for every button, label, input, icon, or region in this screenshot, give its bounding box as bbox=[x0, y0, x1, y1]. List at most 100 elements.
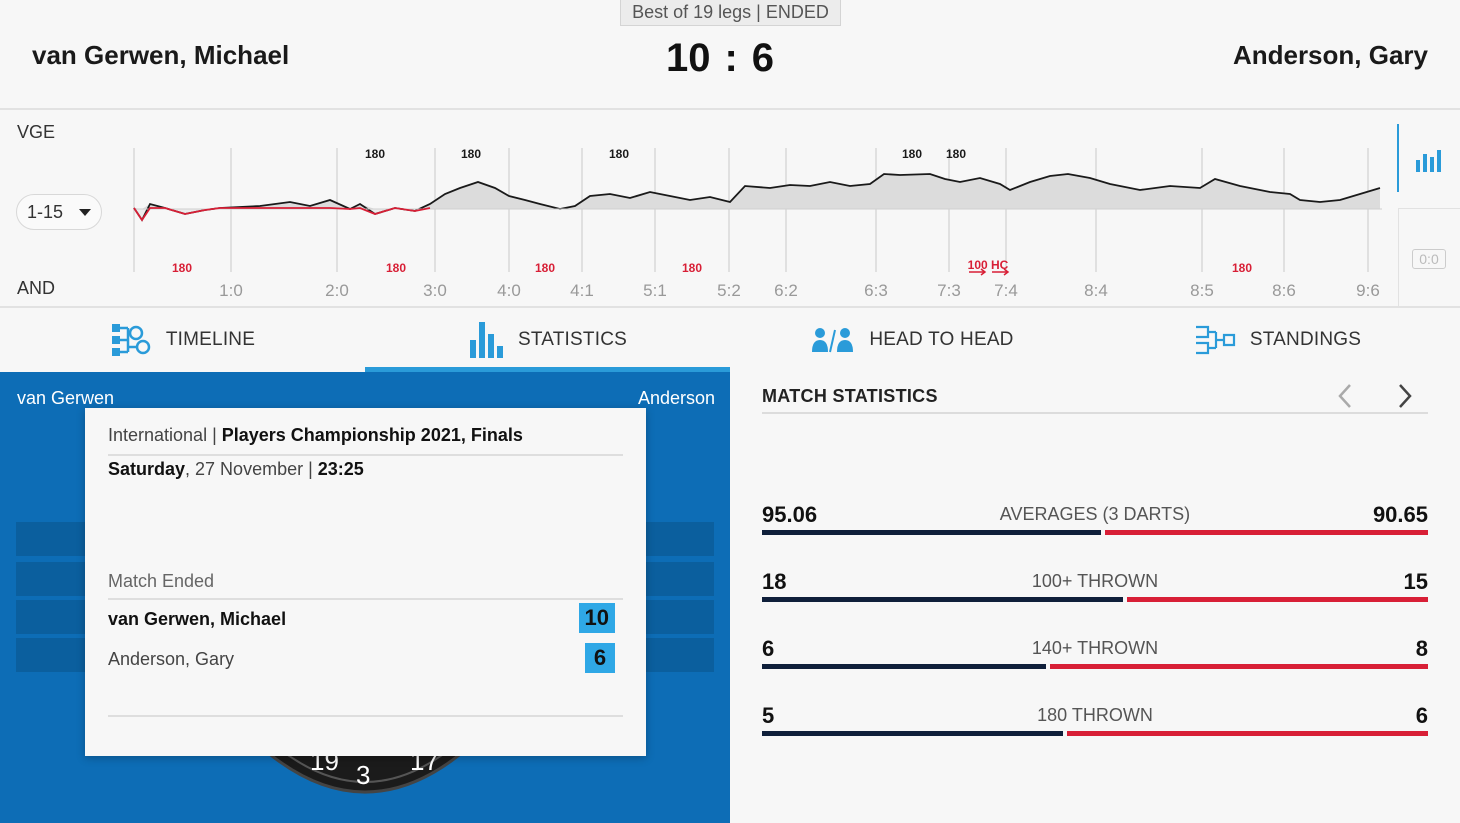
stat-away-value: 15 bbox=[1403, 569, 1428, 594]
stat-home-value: 6 bbox=[762, 636, 775, 661]
home-momentum-area bbox=[134, 174, 1380, 209]
leg-tick-label: 4:1 bbox=[570, 281, 594, 300]
home-score: 10 bbox=[665, 36, 711, 80]
leg-tick-label: 5:2 bbox=[717, 281, 741, 300]
leg-tick-label: 8:6 bbox=[1272, 281, 1296, 300]
result-home-name[interactable]: van Gerwen, Michael bbox=[108, 609, 287, 629]
away-checkout-marker: 100 HC bbox=[968, 258, 1009, 272]
away-180-marker: 180 bbox=[172, 261, 192, 275]
leg-tick-label: 6:3 bbox=[864, 281, 888, 300]
leg-tick-label: 1:0 bbox=[219, 281, 243, 300]
home-180-marker: 180 bbox=[902, 147, 922, 161]
stat-away-value: 8 bbox=[1415, 636, 1428, 661]
leg-range-select[interactable]: 1-15 bbox=[16, 194, 102, 230]
leg-tick-label: 9:6 bbox=[1356, 281, 1380, 300]
home-180-marker: 180 bbox=[946, 147, 966, 161]
away-180-marker: 180 bbox=[535, 261, 555, 275]
tab-statistics[interactable]: STATISTICS bbox=[365, 310, 730, 372]
momentum-chart: 1:0 2:0 3:0 4:0 4:1 5:1 5:2 6:2 6:3 7:3 7:4 8:4 8:5 8… bbox=[133, 147, 1382, 300]
result-home-score: 10 bbox=[578, 603, 615, 633]
tab-standings[interactable]: STANDINGS bbox=[1095, 310, 1460, 370]
away-180-marker: 180 bbox=[682, 261, 702, 275]
board-away-name: Anderson bbox=[637, 388, 715, 408]
competition-prefix: International | bbox=[108, 425, 222, 445]
stat-row: 6 140+ THROWN 8 bbox=[762, 636, 1428, 676]
leg-range-value: 1-15 bbox=[27, 202, 64, 222]
tab-head-to-head[interactable]: HEAD TO HEAD bbox=[730, 310, 1095, 370]
score-badge: 0:0 bbox=[1412, 249, 1446, 269]
divider bbox=[1398, 208, 1460, 209]
stat-away-value: 90.65 bbox=[1372, 502, 1428, 527]
leg-tick-label: 8:5 bbox=[1190, 281, 1214, 300]
stat-label: AVERAGES (3 DARTS) bbox=[999, 504, 1191, 524]
head-to-head-icon bbox=[812, 328, 854, 353]
stat-home-bar bbox=[762, 597, 1123, 602]
away-180-marker: 180 bbox=[1232, 261, 1252, 275]
stat-away-bar bbox=[1050, 664, 1428, 669]
stat-home-value: 95.06 bbox=[762, 502, 818, 527]
stat-home-value: 18 bbox=[762, 569, 787, 594]
bar-chart-toggle-icon[interactable] bbox=[1414, 148, 1444, 172]
stat-label: 140+ THROWN bbox=[1031, 638, 1159, 658]
competition-name[interactable]: Players Championship 2021, Finals bbox=[221, 425, 523, 445]
caret-down-icon bbox=[79, 209, 91, 216]
home-180-marker: 180 bbox=[461, 147, 481, 161]
score-separator: : bbox=[724, 36, 738, 80]
match-date: , 27 November | bbox=[185, 459, 318, 479]
board-home-name: van Gerwen bbox=[17, 388, 115, 408]
momentum-line bbox=[133, 173, 1381, 222]
stat-home-bar bbox=[762, 530, 1101, 535]
stat-away-bar bbox=[1127, 597, 1428, 602]
result-row-away: Anderson, Gary 6 bbox=[108, 641, 623, 679]
away-player-name[interactable]: Anderson, Gary bbox=[1232, 40, 1428, 70]
tab-timeline[interactable]: TIMELINE bbox=[0, 310, 365, 370]
home-code-label: VGE bbox=[17, 122, 56, 142]
leg-tick-label: 4:0 bbox=[497, 281, 521, 300]
tab-timeline-label: TIMELINE bbox=[165, 329, 256, 350]
home-180-marker: 180 bbox=[365, 147, 385, 161]
result-row-home: van Gerwen, Michael 10 bbox=[108, 601, 623, 639]
graph-scroll-indicator bbox=[1397, 124, 1399, 192]
stat-home-bar bbox=[762, 731, 1063, 736]
stat-home-bar bbox=[762, 664, 1046, 669]
bracket-icon bbox=[1195, 325, 1235, 355]
match-format-label: Best of 19 legs | ENDED bbox=[620, 0, 841, 26]
match-date-line: Saturday, 27 November | 23:25 bbox=[108, 459, 364, 480]
competition-line: International | Players Championship 202… bbox=[108, 425, 623, 456]
bar-chart-icon bbox=[470, 322, 504, 358]
stat-away-bar bbox=[1067, 731, 1428, 736]
timeline-icon bbox=[111, 324, 151, 356]
away-code-label: AND bbox=[17, 278, 56, 298]
leg-tick-label: 8:4 bbox=[1084, 281, 1108, 300]
stat-away-value: 6 bbox=[1415, 703, 1428, 728]
match-score: 10:6 bbox=[600, 36, 840, 81]
home-player-name[interactable]: van Gerwen, Michael bbox=[32, 40, 290, 70]
result-away-score: 6 bbox=[585, 643, 615, 673]
stat-row: 18 100+ THROWN 15 bbox=[762, 569, 1428, 609]
dartboard-panel: van Gerwen Anderson 19 3 17 Internationa… bbox=[0, 372, 730, 823]
match-info-card: International | Players Championship 202… bbox=[85, 408, 646, 756]
match-time: 23:25 bbox=[317, 459, 364, 479]
tab-standings-label: STANDINGS bbox=[1249, 329, 1362, 350]
stats-header: MATCH STATISTICS bbox=[762, 384, 1428, 414]
home-180-marker: 180 bbox=[609, 147, 629, 161]
stat-away-bar bbox=[1105, 530, 1428, 535]
scoreboard-header: Best of 19 legs | ENDED van Gerwen, Mich… bbox=[0, 0, 1460, 110]
checkout-arrow-icon bbox=[969, 268, 1010, 276]
away-180-marker: 180 bbox=[386, 261, 406, 275]
match-status: Match Ended bbox=[108, 571, 623, 600]
result-away-name[interactable]: Anderson, Gary bbox=[108, 649, 235, 669]
away-momentum-area bbox=[134, 209, 1380, 220]
divider bbox=[1398, 208, 1399, 308]
leg-tick-label: 5:1 bbox=[643, 281, 667, 300]
stat-home-value: 5 bbox=[762, 703, 775, 728]
chevron-left-icon[interactable] bbox=[1334, 382, 1356, 410]
match-day: Saturday bbox=[108, 459, 186, 479]
stat-label: 180 THROWN bbox=[1037, 705, 1153, 725]
chevron-right-icon[interactable] bbox=[1394, 382, 1416, 410]
leg-tick-label: 2:0 bbox=[325, 281, 349, 300]
match-statistics-panel: MATCH STATISTICS 95.06 AVERAGES (3 DARTS)… bbox=[730, 372, 1460, 823]
main-tabs: TIMELINE STATISTICS HEAD TO HEAD bbox=[0, 310, 1460, 372]
stat-label: 100+ THROWN bbox=[1031, 571, 1159, 591]
